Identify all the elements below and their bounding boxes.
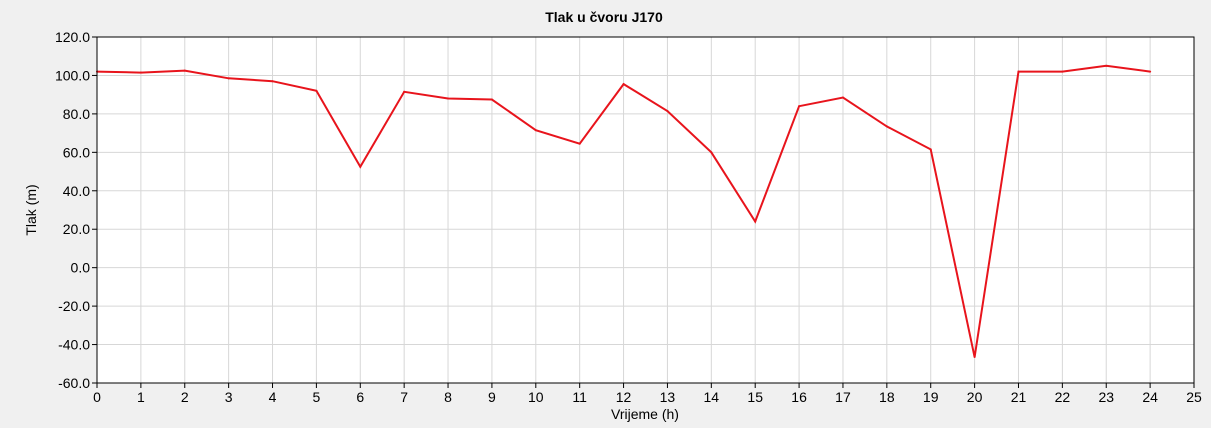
y-axis-label: Tlak (m): [23, 184, 39, 235]
y-axis-tick-labels: 120.0 100.0 80.0 60.0 40.0 20.0 0.0 -20.0 -40.0 -…: [55, 29, 90, 391]
x-tick-label: 14: [704, 389, 720, 405]
data-point: [1061, 70, 1064, 73]
x-tick-label: 3: [225, 389, 233, 405]
x-tick-label: 15: [747, 389, 763, 405]
series-layer: [96, 64, 1152, 359]
data-point: [271, 80, 274, 83]
data-point: [227, 77, 230, 80]
data-point: [578, 142, 581, 145]
data-point: [666, 110, 669, 113]
plot-border: [96, 36, 1195, 384]
x-tick-label: 10: [528, 389, 544, 405]
data-point: [534, 129, 537, 132]
y-tick-label: -20.0: [58, 298, 90, 314]
x-axis-tick-labels: 0 1 2 3 4 5 6 7 8 9 10 11 12 13 14 15 16 17 18 19 20 21 22 23 24…: [93, 389, 1202, 405]
x-tick-label: 17: [835, 389, 851, 405]
x-tick-label: 12: [616, 389, 632, 405]
x-tick-label: 9: [488, 389, 496, 405]
y-tick-label: 60.0: [63, 144, 90, 160]
x-tick-label: 20: [967, 389, 983, 405]
x-tick-label: 22: [1055, 389, 1071, 405]
x-tick-label: 7: [400, 389, 408, 405]
x-tick-label: 6: [356, 389, 364, 405]
data-point: [710, 151, 713, 154]
x-tick-label: 2: [181, 389, 189, 405]
x-tick-label: 19: [923, 389, 939, 405]
data-point: [183, 69, 186, 72]
x-tick-label: 24: [1142, 389, 1158, 405]
data-point: [139, 71, 142, 74]
x-tick-label: 1: [137, 389, 145, 405]
x-tick-label: 13: [660, 389, 676, 405]
data-point: [1017, 70, 1020, 73]
data-point: [973, 356, 976, 359]
data-point: [885, 125, 888, 128]
x-tick-label: 8: [444, 389, 452, 405]
y-tick-label: -60.0: [58, 375, 90, 391]
data-point: [315, 89, 318, 92]
data-point: [1105, 64, 1108, 67]
x-tick-label: 16: [791, 389, 807, 405]
x-tick-label: 4: [269, 389, 277, 405]
x-axis-label: Vrijeme (h): [611, 406, 679, 422]
data-point: [622, 83, 625, 86]
data-point: [798, 105, 801, 108]
x-tick-label: 23: [1098, 389, 1114, 405]
data-point: [1149, 70, 1152, 73]
x-tick-label: 0: [93, 389, 101, 405]
x-tick-label: 11: [572, 389, 587, 405]
data-point: [841, 96, 844, 99]
plot-area: [97, 37, 1194, 383]
y-tick-label: 80.0: [63, 106, 90, 122]
y-tick-label: -40.0: [58, 337, 90, 353]
chart-title: Tlak u čvoru J170: [545, 9, 663, 25]
x-tick-label: 5: [313, 389, 321, 405]
y-tick-label: 40.0: [63, 183, 90, 199]
x-tick-label: 21: [1011, 389, 1027, 405]
y-tick-label: 0.0: [71, 260, 91, 276]
data-point: [929, 148, 932, 151]
y-tick-label: 100.0: [55, 67, 90, 83]
data-point: [403, 90, 406, 93]
data-point: [447, 97, 450, 100]
data-point: [754, 220, 757, 223]
data-point: [490, 98, 493, 101]
data-point: [359, 165, 362, 168]
tick-marks: [92, 36, 1195, 388]
y-tick-label: 120.0: [55, 29, 90, 45]
x-tick-label: 18: [879, 389, 895, 405]
y-tick-label: 20.0: [63, 221, 90, 237]
x-tick-label: 25: [1186, 389, 1202, 405]
